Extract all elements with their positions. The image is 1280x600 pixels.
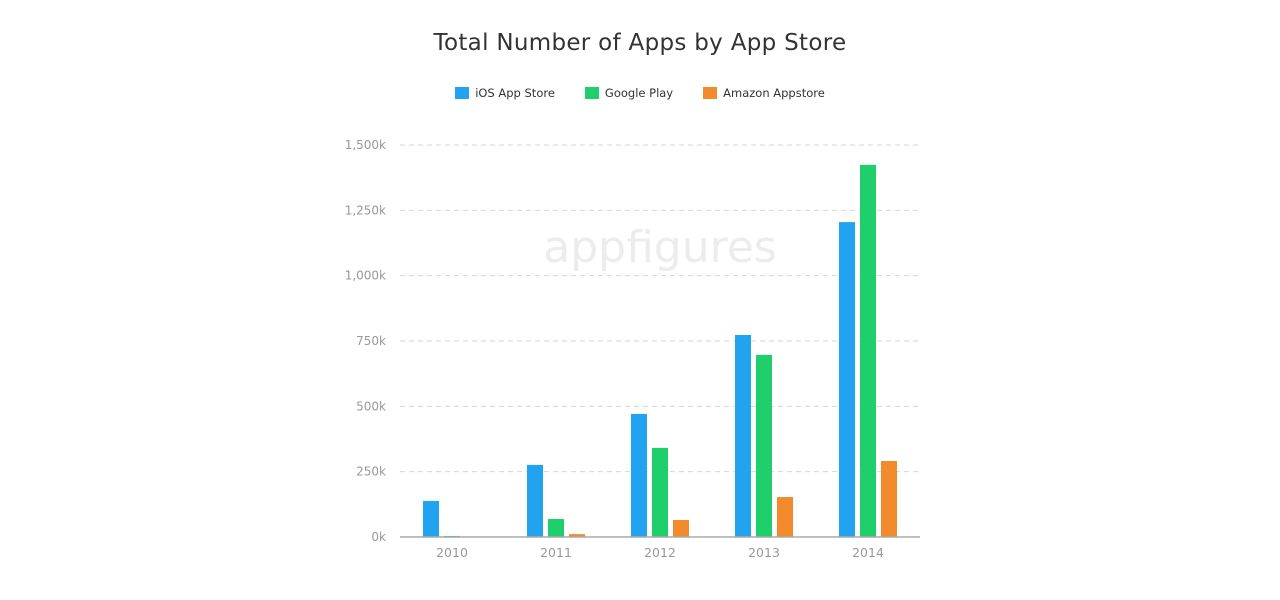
- x-tick-label: 2012: [644, 545, 676, 560]
- legend-swatch-ios: [455, 87, 470, 99]
- bar-google-play-2013: [756, 354, 772, 537]
- y-tick-label: 1,500k: [345, 138, 386, 152]
- legend-swatch-google: [584, 87, 599, 99]
- y-tick-label: 1,250k: [345, 203, 386, 217]
- y-tick-label: 1,000k: [345, 269, 386, 283]
- bar-amazon-appstore-2011: [569, 534, 585, 537]
- x-tick-label: 2011: [540, 545, 572, 560]
- y-tick-label: 0k: [371, 530, 386, 544]
- bar-ios-app-store-2011: [527, 464, 543, 537]
- legend-label: Google Play: [604, 86, 674, 100]
- legend: iOS App Store Google Play Amazon Appstor…: [0, 86, 1280, 100]
- legend-swatch-amazon: [703, 87, 718, 99]
- chart-title: Total Number of Apps by App Store: [433, 30, 847, 56]
- y-tick-label: 500k: [356, 399, 386, 413]
- bar-amazon-appstore-2014: [881, 460, 897, 537]
- y-tick-label: 250k: [356, 465, 386, 479]
- bar-ios-app-store-2010: [423, 500, 439, 537]
- bar-google-play-2014: [860, 164, 876, 537]
- legend-label: iOS App Store: [475, 86, 555, 100]
- bar-google-play-2011: [548, 518, 564, 537]
- bar-amazon-appstore-2012: [673, 520, 689, 537]
- x-tick-label: 2010: [436, 545, 468, 560]
- bar-ios-app-store-2012: [631, 413, 647, 537]
- legend-item-ios: iOS App Store: [455, 86, 555, 100]
- y-tick-label: 750k: [356, 334, 386, 348]
- legend-label: Amazon Appstore: [723, 86, 825, 100]
- x-tick-label: 2013: [748, 545, 780, 560]
- bar-google-play-2012: [652, 447, 668, 537]
- bar-ios-app-store-2014: [839, 222, 855, 538]
- legend-item-amazon: Amazon Appstore: [703, 86, 825, 100]
- legend-item-google: Google Play: [584, 86, 674, 100]
- bar-amazon-appstore-2013: [777, 497, 793, 537]
- x-tick-label: 2014: [852, 545, 884, 560]
- bar-ios-app-store-2013: [735, 334, 751, 537]
- watermark: appfigures: [543, 222, 776, 273]
